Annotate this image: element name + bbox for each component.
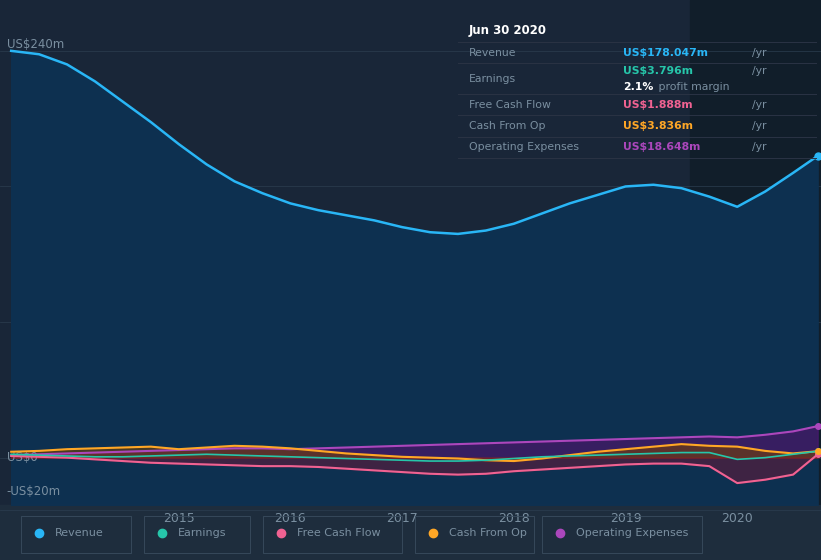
Text: US$240m: US$240m (7, 38, 64, 51)
Text: profit margin: profit margin (655, 82, 730, 92)
Text: US$3.796m: US$3.796m (623, 66, 693, 76)
Text: Cash From Op: Cash From Op (449, 528, 527, 538)
Text: US$3.836m: US$3.836m (623, 121, 693, 131)
Text: US$0: US$0 (7, 451, 37, 464)
Text: /yr: /yr (752, 100, 767, 110)
Text: -US$20m: -US$20m (7, 485, 61, 498)
Text: Cash From Op: Cash From Op (469, 121, 545, 131)
Text: /yr: /yr (752, 66, 767, 76)
Text: /yr: /yr (752, 48, 767, 58)
Bar (690, 0, 821, 505)
Text: Revenue: Revenue (55, 528, 103, 538)
Text: /yr: /yr (752, 121, 767, 131)
Text: Earnings: Earnings (469, 74, 516, 83)
Text: US$1.888m: US$1.888m (623, 100, 693, 110)
Text: /yr: /yr (752, 142, 767, 152)
Text: Operating Expenses: Operating Expenses (576, 528, 689, 538)
Text: US$18.648m: US$18.648m (623, 142, 700, 152)
Text: Free Cash Flow: Free Cash Flow (297, 528, 381, 538)
Text: Revenue: Revenue (469, 48, 516, 58)
Text: Jun 30 2020: Jun 30 2020 (469, 24, 547, 38)
Text: 2.1%: 2.1% (623, 82, 654, 92)
Text: Free Cash Flow: Free Cash Flow (469, 100, 551, 110)
Text: US$178.047m: US$178.047m (623, 48, 709, 58)
Text: Operating Expenses: Operating Expenses (469, 142, 579, 152)
Text: Earnings: Earnings (178, 528, 227, 538)
